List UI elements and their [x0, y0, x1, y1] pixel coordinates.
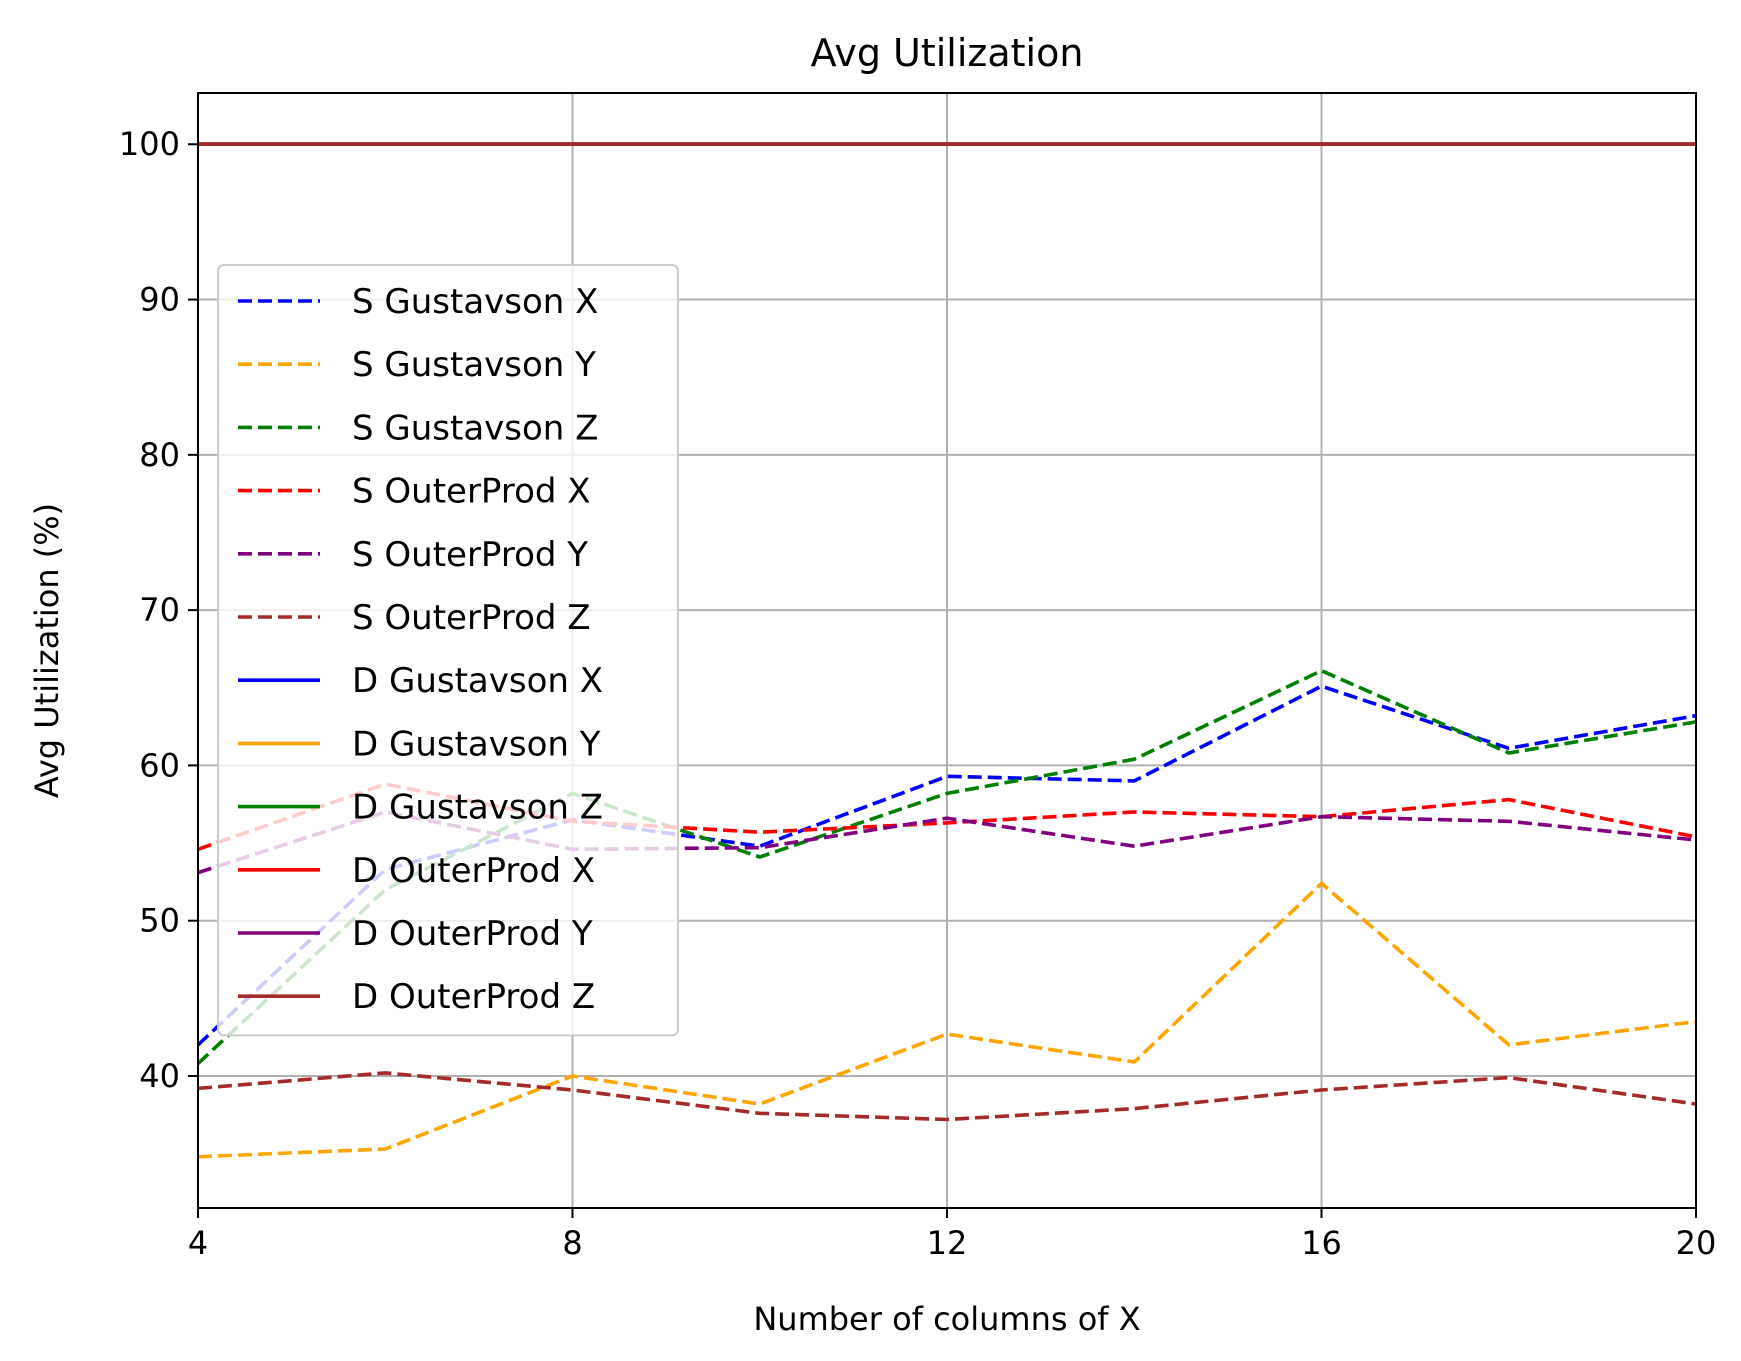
legend-label: D Gustavson X [352, 661, 603, 701]
legend-label: S Gustavson Z [352, 408, 598, 448]
y-axis-label: Avg Utilization (%) [28, 503, 66, 798]
legend-label: D OuterProd X [352, 851, 595, 891]
x-tick-label: 8 [562, 1224, 582, 1262]
series-line-s-outerprod-z [197, 1071, 1697, 1122]
x-tick-label: 20 [1676, 1224, 1717, 1262]
legend-label: S Gustavson Y [352, 345, 596, 385]
legend-label: D Gustavson Y [352, 724, 601, 764]
series-line-s-gustavson-y [197, 881, 1697, 1159]
legend: S Gustavson X S Gustavson Y S Gustavson Z S… [217, 264, 679, 1037]
y-tick-label: 80 [139, 436, 180, 474]
legend-label: S OuterProd Y [352, 535, 588, 575]
legend-label: D Gustavson Z [352, 788, 603, 828]
y-tick-label: 70 [139, 591, 180, 629]
y-tick-label: 100 [119, 125, 180, 163]
x-tick-label: 12 [927, 1224, 968, 1262]
legend-label: D OuterProd Y [352, 914, 593, 954]
legend-label: S Gustavson X [352, 282, 598, 322]
y-tick-label: 90 [139, 281, 180, 319]
y-tick-label: 60 [139, 746, 180, 784]
legend-label: S OuterProd X [352, 472, 591, 512]
x-tick-label: 16 [1301, 1224, 1342, 1262]
legend-label: D OuterProd Z [352, 977, 595, 1017]
x-tick-label: 4 [188, 1224, 208, 1262]
ticks: 4 8 12 16 20 40 50 60 70 80 90 100 [119, 125, 1716, 1262]
x-axis-label: Number of columns of X [753, 1300, 1140, 1338]
y-tick-label: 40 [139, 1057, 180, 1095]
chart-title: Avg Utilization [811, 31, 1084, 75]
legend-label: S OuterProd Z [352, 598, 591, 638]
legend-box [217, 264, 679, 1037]
y-tick-label: 50 [139, 902, 180, 940]
